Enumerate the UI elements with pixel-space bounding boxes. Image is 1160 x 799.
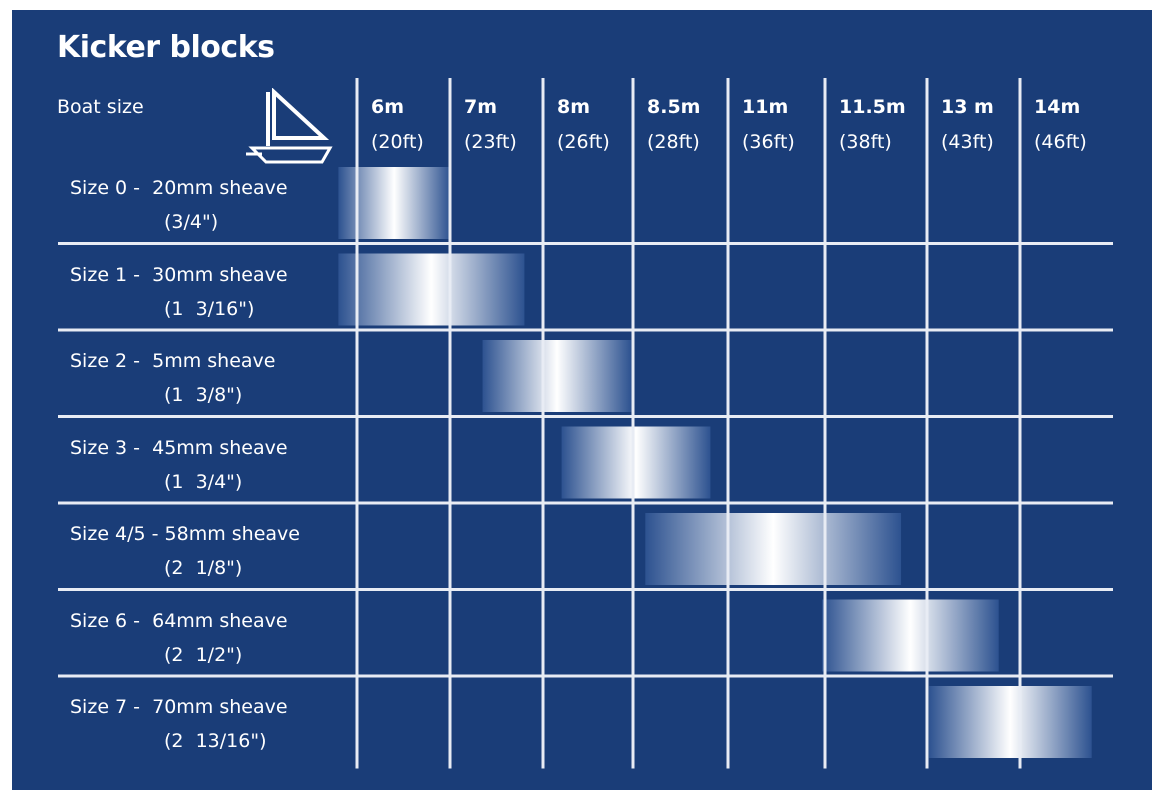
col-header-metric: 7m	[464, 96, 497, 118]
col-header-imperial: (38ft)	[839, 131, 892, 153]
sailboat-icon	[246, 88, 333, 164]
col-header-imperial: (46ft)	[1034, 131, 1087, 153]
row-label-size: Size 7 - 70mm sheave	[70, 696, 288, 718]
row-label-6: Size 7 - 70mm sheave (2 13/16")	[70, 690, 288, 758]
row-label-1: Size 1 - 30mm sheave (1 3/16")	[70, 258, 288, 326]
col-header-metric: 11m	[742, 96, 788, 118]
row-label-inches: (2 13/16")	[164, 730, 267, 752]
range-bar-2	[482, 340, 632, 412]
col-header-metric: 8m	[557, 96, 590, 118]
col-header-metric: 8.5m	[647, 96, 700, 118]
row-label-inches: (2 1/2")	[164, 643, 243, 666]
row-label-inches: (1 3/4")	[164, 470, 243, 493]
range-bar-0	[338, 167, 450, 239]
row-label-inches: (2 1/8")	[164, 557, 243, 579]
range-bar-6	[928, 686, 1092, 758]
row-label-inches: (1 3/16")	[164, 297, 255, 320]
range-bar-5	[822, 599, 999, 672]
range-bar-3	[561, 426, 711, 499]
row-label-size: Size 0 - 20mm sheave	[70, 177, 288, 199]
col-header-metric: 13 m	[941, 96, 994, 118]
col-header-imperial: (36ft)	[742, 131, 795, 153]
row-label-3: Size 3 - 45mm sheave (1 3/4")	[70, 431, 288, 499]
col-header-imperial: (28ft)	[647, 131, 700, 153]
row-label-size: Size 1 - 30mm sheave	[70, 263, 288, 286]
chart-title: Kicker blocks	[57, 30, 275, 65]
range-bar-4	[645, 513, 902, 585]
row-label-size: Size 4/5 - 58mm sheave	[70, 523, 300, 545]
col-header-imperial: (23ft)	[464, 131, 517, 153]
row-label-2: Size 2 - 5mm sheave (1 3/8")	[70, 344, 275, 412]
row-label-0: Size 0 - 20mm sheave (3/4")	[70, 171, 288, 239]
col-header-metric: 11.5m	[839, 96, 906, 118]
row-label-inches: (3/4")	[164, 211, 219, 233]
row-label-5: Size 6 - 64mm sheave (2 1/2")	[70, 604, 288, 672]
row-label-size: Size 3 - 45mm sheave	[70, 436, 288, 459]
row-label-size: Size 2 - 5mm sheave	[70, 350, 276, 372]
range-bar-1	[338, 253, 525, 326]
grid-lines	[58, 78, 1113, 769]
col-header-metric: 6m	[371, 96, 404, 118]
row-label-4: Size 4/5 - 58mm sheave (2 1/8")	[70, 517, 300, 585]
col-header-imperial: (26ft)	[557, 131, 610, 153]
row-label-inches: (1 3/8")	[164, 384, 243, 406]
row-label-size: Size 6 - 64mm sheave	[70, 609, 288, 632]
column-headers: 6m (20ft) 7m (23ft) 8m (26ft) 8.5m (28ft) 11m (36…	[371, 96, 1087, 153]
col-header-imperial: (43ft)	[941, 131, 994, 153]
col-header-metric: 14m	[1034, 96, 1080, 118]
boat-size-label: Boat size	[57, 96, 144, 118]
col-header-imperial: (20ft)	[371, 131, 424, 153]
